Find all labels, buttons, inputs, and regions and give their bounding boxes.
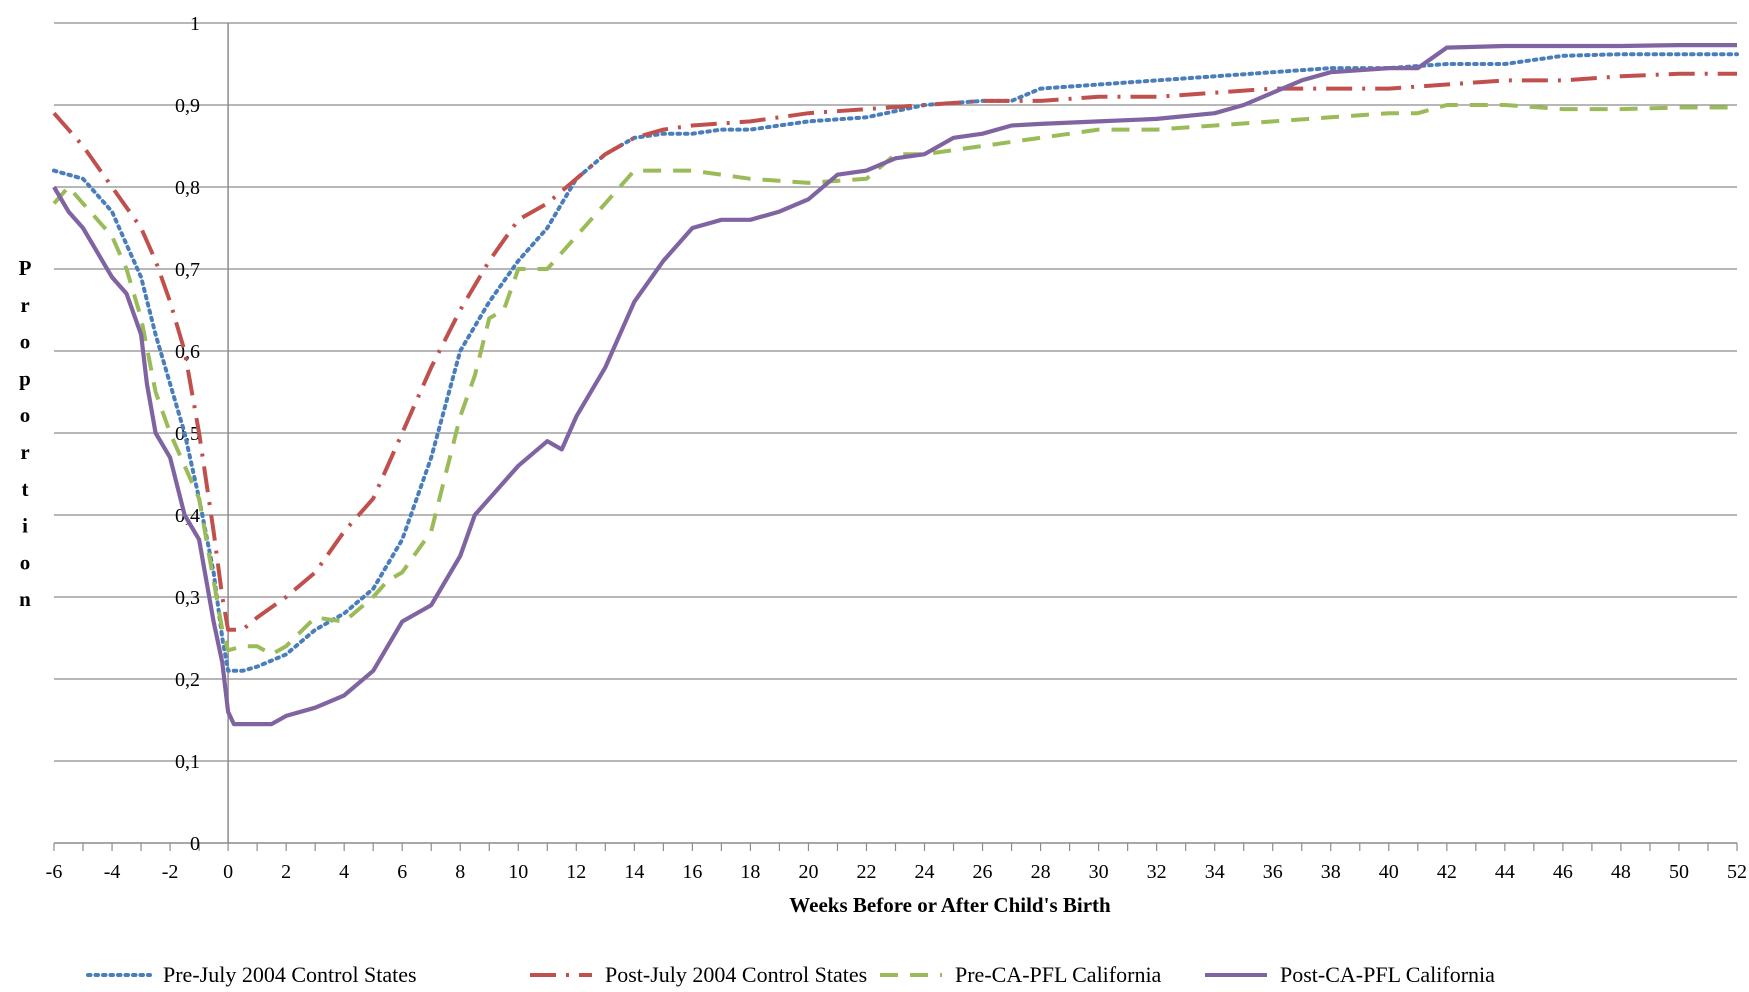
x-tick-label: 38 [1321, 861, 1341, 883]
legend-label-1: Pre-July 2004 Control States [163, 962, 417, 987]
x-tick-label: 46 [1553, 861, 1573, 883]
x-tick-label: 32 [1147, 861, 1167, 883]
series-line-4 [52, 43, 1737, 727]
y-tick-labels: 00,10,20,30,40,50,60,70,80,91 [175, 13, 200, 855]
axes [53, 23, 1738, 851]
y-axis-title-letter: o [20, 330, 31, 354]
y-tick-label: 0 [190, 833, 200, 855]
x-tick-label: 36 [1263, 861, 1283, 883]
y-axis-title-letter: P [19, 256, 32, 280]
legend: Pre-July 2004 Control States Post-July 20… [86, 962, 1495, 987]
y-tick-label: 0,9 [175, 95, 200, 117]
x-tick-label: 4 [339, 861, 349, 883]
x-tick-label: 34 [1205, 861, 1225, 883]
x-tick-label: 28 [1031, 861, 1051, 883]
x-tick-label: -6 [46, 861, 63, 883]
y-axis-title-letter: i [22, 514, 28, 538]
legend-label-4: Post-CA-PFL California [1280, 962, 1495, 987]
x-tick-label: 6 [397, 861, 407, 883]
x-tick-label: 10 [508, 861, 528, 883]
y-axis-title-letter: o [20, 550, 31, 574]
x-tick-label: 12 [566, 861, 586, 883]
x-axis-title: Weeks Before or After Child's Birth [789, 893, 1111, 917]
y-tick-label: 1 [190, 13, 200, 35]
x-tick-label: 16 [682, 861, 702, 883]
y-tick-label: 0,8 [175, 177, 200, 199]
x-tick-label: 30 [1089, 861, 1109, 883]
x-tick-label: -4 [104, 861, 121, 883]
y-tick-label: 0,2 [175, 669, 200, 691]
x-tick-label: -2 [162, 861, 179, 883]
series-line-2 [52, 71, 1737, 632]
x-tick-label: 8 [455, 861, 465, 883]
y-axis-title-letter: o [20, 403, 31, 427]
x-tick-label: 18 [740, 861, 760, 883]
x-tick-label: 50 [1669, 861, 1689, 883]
y-tick-label: 0,3 [175, 587, 200, 609]
x-tick-label: 48 [1611, 861, 1631, 883]
y-tick-label: 0,7 [175, 259, 200, 281]
x-tick-label: 40 [1379, 861, 1399, 883]
x-tick-label: 0 [223, 861, 233, 883]
x-tick-label: 52 [1727, 861, 1747, 883]
y-axis-title-letter: r [20, 293, 29, 317]
legend-label-3: Pre-CA-PFL California [955, 962, 1162, 987]
x-tick-label: 24 [915, 861, 935, 883]
x-tick-label: 14 [624, 861, 644, 883]
series-lines [52, 43, 1739, 727]
y-axis-title-letter: n [19, 587, 31, 611]
legend-label-2: Post-July 2004 Control States [605, 962, 867, 987]
x-tick-label: 22 [856, 861, 876, 883]
y-axis-title-letter: t [22, 477, 29, 501]
y-axis-title-letter: r [20, 440, 29, 464]
y-axis-title-letter: p [19, 366, 31, 390]
x-tick-label: 26 [973, 861, 993, 883]
y-tick-label: 0,1 [175, 751, 200, 773]
gridlines [54, 22, 1737, 762]
x-tick-labels: -6 -4 -2 0 2 4 6 8 10 12 14 16 18 20 22 24 26 28 30 32 34 36 3… [46, 861, 1747, 883]
x-tick-label: 42 [1437, 861, 1457, 883]
x-tick-label: 44 [1495, 861, 1515, 883]
x-tick-label: 20 [798, 861, 818, 883]
x-tick-label: 2 [281, 861, 291, 883]
